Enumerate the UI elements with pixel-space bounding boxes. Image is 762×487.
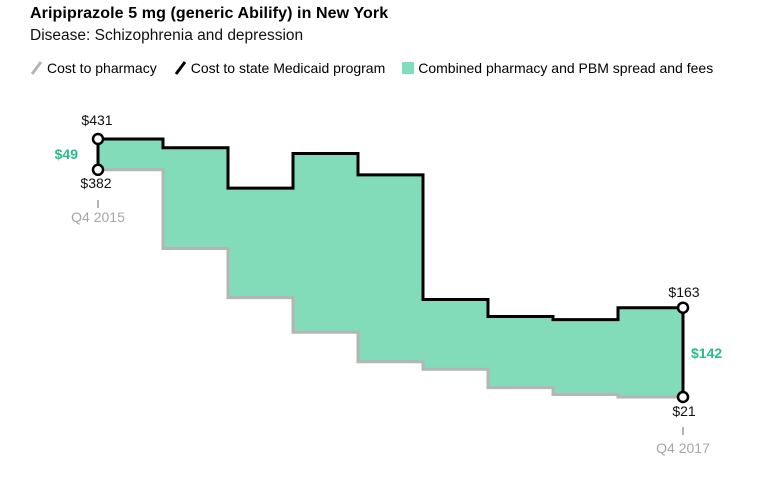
end-medicaid-marker	[676, 301, 690, 314]
end-pharmacy-marker	[676, 390, 690, 404]
legend-label-cost-to-medicaid: Cost to state Medicaid program	[190, 60, 386, 76]
end-spread-value-label: $142	[691, 345, 723, 361]
chart-subtitle: Disease: Schizophrenia and depression	[30, 27, 304, 44]
legend: Cost to pharmacy Cost to state Medicaid …	[30, 60, 713, 76]
spread-area	[98, 139, 683, 397]
medicaid-line-swatch-icon	[174, 61, 186, 75]
legend-item-cost-to-medicaid: Cost to state Medicaid program	[174, 60, 386, 76]
pharmacy-line-swatch-icon	[30, 61, 43, 75]
start-medicaid-marker	[91, 132, 105, 146]
legend-label-spread: Combined pharmacy and PBM spread and fee…	[418, 60, 714, 76]
chart-title: Aripiprazole 5 mg (generic Abilify) in N…	[30, 5, 389, 22]
medicaid-step-line	[98, 137, 683, 322]
legend-item-cost-to-pharmacy: Cost to pharmacy	[30, 60, 157, 76]
pharmacy-step-line	[98, 168, 683, 399]
start-medicaid-value-label: $431	[81, 112, 113, 128]
spread-fill-swatch-icon	[402, 62, 415, 74]
end-pharmacy-value-label: $21	[672, 403, 696, 419]
start-pharmacy-marker	[91, 163, 105, 177]
legend-item-spread: Combined pharmacy and PBM spread and fee…	[402, 60, 713, 76]
start-pharmacy-value-label: $382	[80, 175, 112, 191]
start-spread-value-label: $49	[54, 146, 78, 162]
end-medicaid-value-label: $163	[668, 284, 700, 300]
legend-label-cost-to-pharmacy: Cost to pharmacy	[47, 60, 157, 76]
x-axis-label-start: Q4 2015	[71, 209, 125, 225]
x-axis-label-end: Q4 2017	[656, 440, 710, 456]
